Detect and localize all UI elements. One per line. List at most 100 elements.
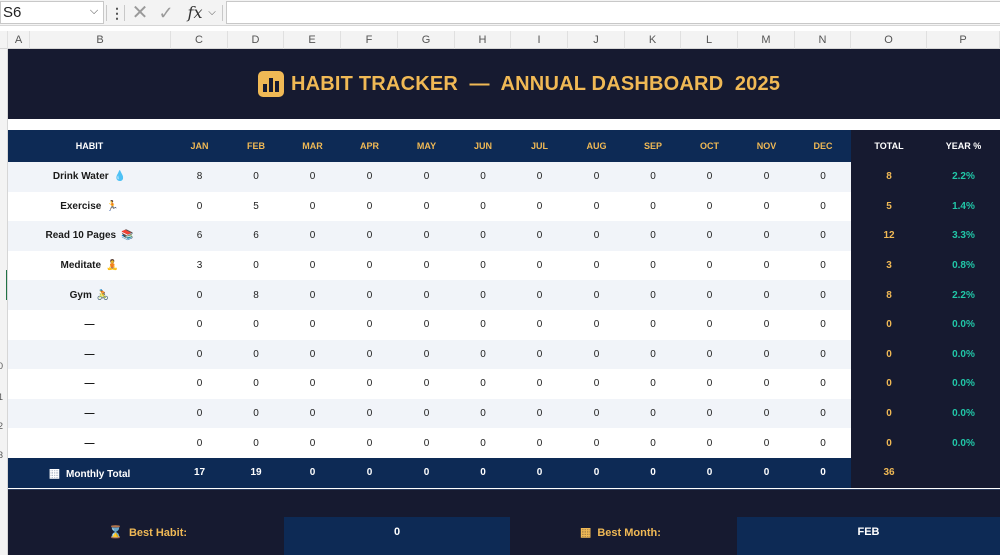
- month-value-cell[interactable]: 0: [171, 428, 228, 458]
- month-value-cell[interactable]: 0: [738, 162, 795, 192]
- month-value-cell[interactable]: 0: [455, 398, 511, 429]
- habit-name-cell[interactable]: —: [8, 339, 171, 370]
- row-header[interactable]: 1: [0, 391, 7, 403]
- month-value-cell[interactable]: 0: [568, 369, 625, 399]
- month-value-cell[interactable]: 0: [625, 428, 681, 458]
- habit-year-pct-cell[interactable]: 0.0%: [927, 339, 1000, 370]
- habit-name-cell[interactable]: Read 10 Pages 📚: [8, 221, 171, 251]
- habit-total-cell[interactable]: 8: [851, 162, 927, 192]
- month-value-cell[interactable]: 0: [795, 428, 851, 458]
- month-value-cell[interactable]: 0: [511, 162, 568, 192]
- month-value-cell[interactable]: 0: [398, 428, 455, 458]
- month-value-cell[interactable]: 0: [284, 309, 341, 340]
- monthly-total-cell[interactable]: 0: [625, 457, 681, 488]
- habit-year-pct-cell[interactable]: 2.2%: [927, 280, 1000, 310]
- month-value-cell[interactable]: 0: [568, 162, 625, 192]
- month-value-cell[interactable]: 0: [568, 309, 625, 340]
- month-value-cell[interactable]: 0: [341, 339, 398, 370]
- month-value-cell[interactable]: 0: [171, 398, 228, 429]
- habit-name-cell[interactable]: Gym 🚴: [8, 280, 171, 310]
- month-value-cell[interactable]: 0: [625, 191, 681, 222]
- month-value-cell[interactable]: 0: [511, 191, 568, 222]
- insert-function-icon[interactable]: fx: [187, 3, 203, 22]
- month-value-cell[interactable]: 0: [795, 280, 851, 310]
- month-value-cell[interactable]: 0: [398, 250, 455, 281]
- habit-total-cell[interactable]: 0: [851, 398, 927, 429]
- month-value-cell[interactable]: 0: [511, 221, 568, 251]
- month-value-cell[interactable]: 0: [171, 339, 228, 370]
- monthly-total-cell[interactable]: 0: [568, 457, 625, 488]
- month-value-cell[interactable]: 0: [398, 280, 455, 310]
- habit-total-cell[interactable]: 3: [851, 250, 927, 281]
- month-value-cell[interactable]: 0: [511, 339, 568, 370]
- month-value-cell[interactable]: 0: [795, 339, 851, 370]
- habit-year-pct-cell[interactable]: 2.2%: [927, 162, 1000, 192]
- column-header-l[interactable]: L: [681, 31, 738, 49]
- month-value-cell[interactable]: 0: [284, 221, 341, 251]
- month-value-cell[interactable]: 0: [455, 428, 511, 458]
- row-header[interactable]: 0: [0, 360, 7, 372]
- month-value-cell[interactable]: 0: [341, 221, 398, 251]
- chevron-down-icon[interactable]: ⌵: [89, 5, 99, 17]
- month-value-cell[interactable]: 0: [398, 369, 455, 399]
- month-value-cell[interactable]: 0: [625, 162, 681, 192]
- month-value-cell[interactable]: 0: [681, 162, 738, 192]
- month-value-cell[interactable]: 0: [284, 369, 341, 399]
- monthly-total-cell[interactable]: 17: [171, 457, 228, 488]
- month-value-cell[interactable]: 8: [171, 162, 228, 192]
- month-value-cell[interactable]: 0: [681, 250, 738, 281]
- month-value-cell[interactable]: 0: [511, 398, 568, 429]
- month-value-cell[interactable]: 0: [284, 250, 341, 281]
- month-value-cell[interactable]: 5: [228, 191, 284, 222]
- habit-total-cell[interactable]: 0: [851, 369, 927, 399]
- month-value-cell[interactable]: 0: [681, 309, 738, 340]
- month-value-cell[interactable]: 0: [455, 369, 511, 399]
- monthly-total-cell[interactable]: 0: [398, 457, 455, 488]
- habit-year-pct-cell[interactable]: 0.0%: [927, 428, 1000, 458]
- month-value-cell[interactable]: 0: [511, 280, 568, 310]
- month-value-cell[interactable]: 0: [681, 191, 738, 222]
- habit-year-pct-cell[interactable]: 0.0%: [927, 369, 1000, 399]
- row-header[interactable]: 2: [0, 420, 7, 432]
- month-value-cell[interactable]: 0: [341, 250, 398, 281]
- month-value-cell[interactable]: 0: [738, 428, 795, 458]
- month-value-cell[interactable]: 0: [455, 280, 511, 310]
- column-header-m[interactable]: M: [738, 31, 795, 49]
- month-value-cell[interactable]: 0: [681, 428, 738, 458]
- grand-total-cell[interactable]: 36: [851, 457, 927, 488]
- month-value-cell[interactable]: 6: [228, 221, 284, 251]
- more-options-icon[interactable]: ⋮: [110, 5, 124, 21]
- habit-name-cell[interactable]: Meditate 🧘: [8, 250, 171, 281]
- month-value-cell[interactable]: 0: [738, 191, 795, 222]
- month-value-cell[interactable]: 0: [341, 398, 398, 429]
- month-value-cell[interactable]: 0: [625, 280, 681, 310]
- check-icon[interactable]: ✓: [158, 3, 174, 23]
- month-value-cell[interactable]: 0: [284, 339, 341, 370]
- month-value-cell[interactable]: 0: [625, 221, 681, 251]
- month-value-cell[interactable]: 0: [568, 398, 625, 429]
- month-value-cell[interactable]: 0: [284, 191, 341, 222]
- column-header-n[interactable]: N: [795, 31, 851, 49]
- column-header-b[interactable]: B: [30, 31, 171, 49]
- month-value-cell[interactable]: 0: [681, 221, 738, 251]
- month-value-cell[interactable]: 0: [568, 250, 625, 281]
- column-header-j[interactable]: J: [568, 31, 625, 49]
- month-value-cell[interactable]: 0: [738, 398, 795, 429]
- month-value-cell[interactable]: 0: [511, 369, 568, 399]
- formula-input[interactable]: [226, 1, 1000, 24]
- column-header-o[interactable]: O: [851, 31, 927, 49]
- monthly-total-cell[interactable]: 0: [511, 457, 568, 488]
- habit-name-cell[interactable]: —: [8, 309, 171, 340]
- habit-name-cell[interactable]: —: [8, 369, 171, 399]
- month-value-cell[interactable]: 0: [228, 250, 284, 281]
- best-habit-value[interactable]: 0: [284, 517, 510, 555]
- month-value-cell[interactable]: 0: [738, 369, 795, 399]
- month-value-cell[interactable]: 8: [228, 280, 284, 310]
- row-header[interactable]: 3: [0, 449, 7, 461]
- month-value-cell[interactable]: 0: [738, 309, 795, 340]
- monthly-total-cell[interactable]: 19: [228, 457, 284, 488]
- month-value-cell[interactable]: 0: [681, 280, 738, 310]
- select-all-corner[interactable]: [0, 31, 8, 49]
- best-month-value[interactable]: FEB: [737, 517, 1000, 555]
- month-value-cell[interactable]: 0: [341, 309, 398, 340]
